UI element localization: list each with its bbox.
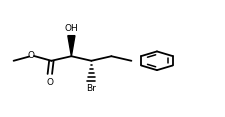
Text: O: O bbox=[46, 78, 53, 87]
Text: OH: OH bbox=[65, 24, 78, 33]
Polygon shape bbox=[68, 36, 75, 56]
Text: Br: Br bbox=[86, 84, 96, 93]
Text: O: O bbox=[28, 51, 35, 60]
